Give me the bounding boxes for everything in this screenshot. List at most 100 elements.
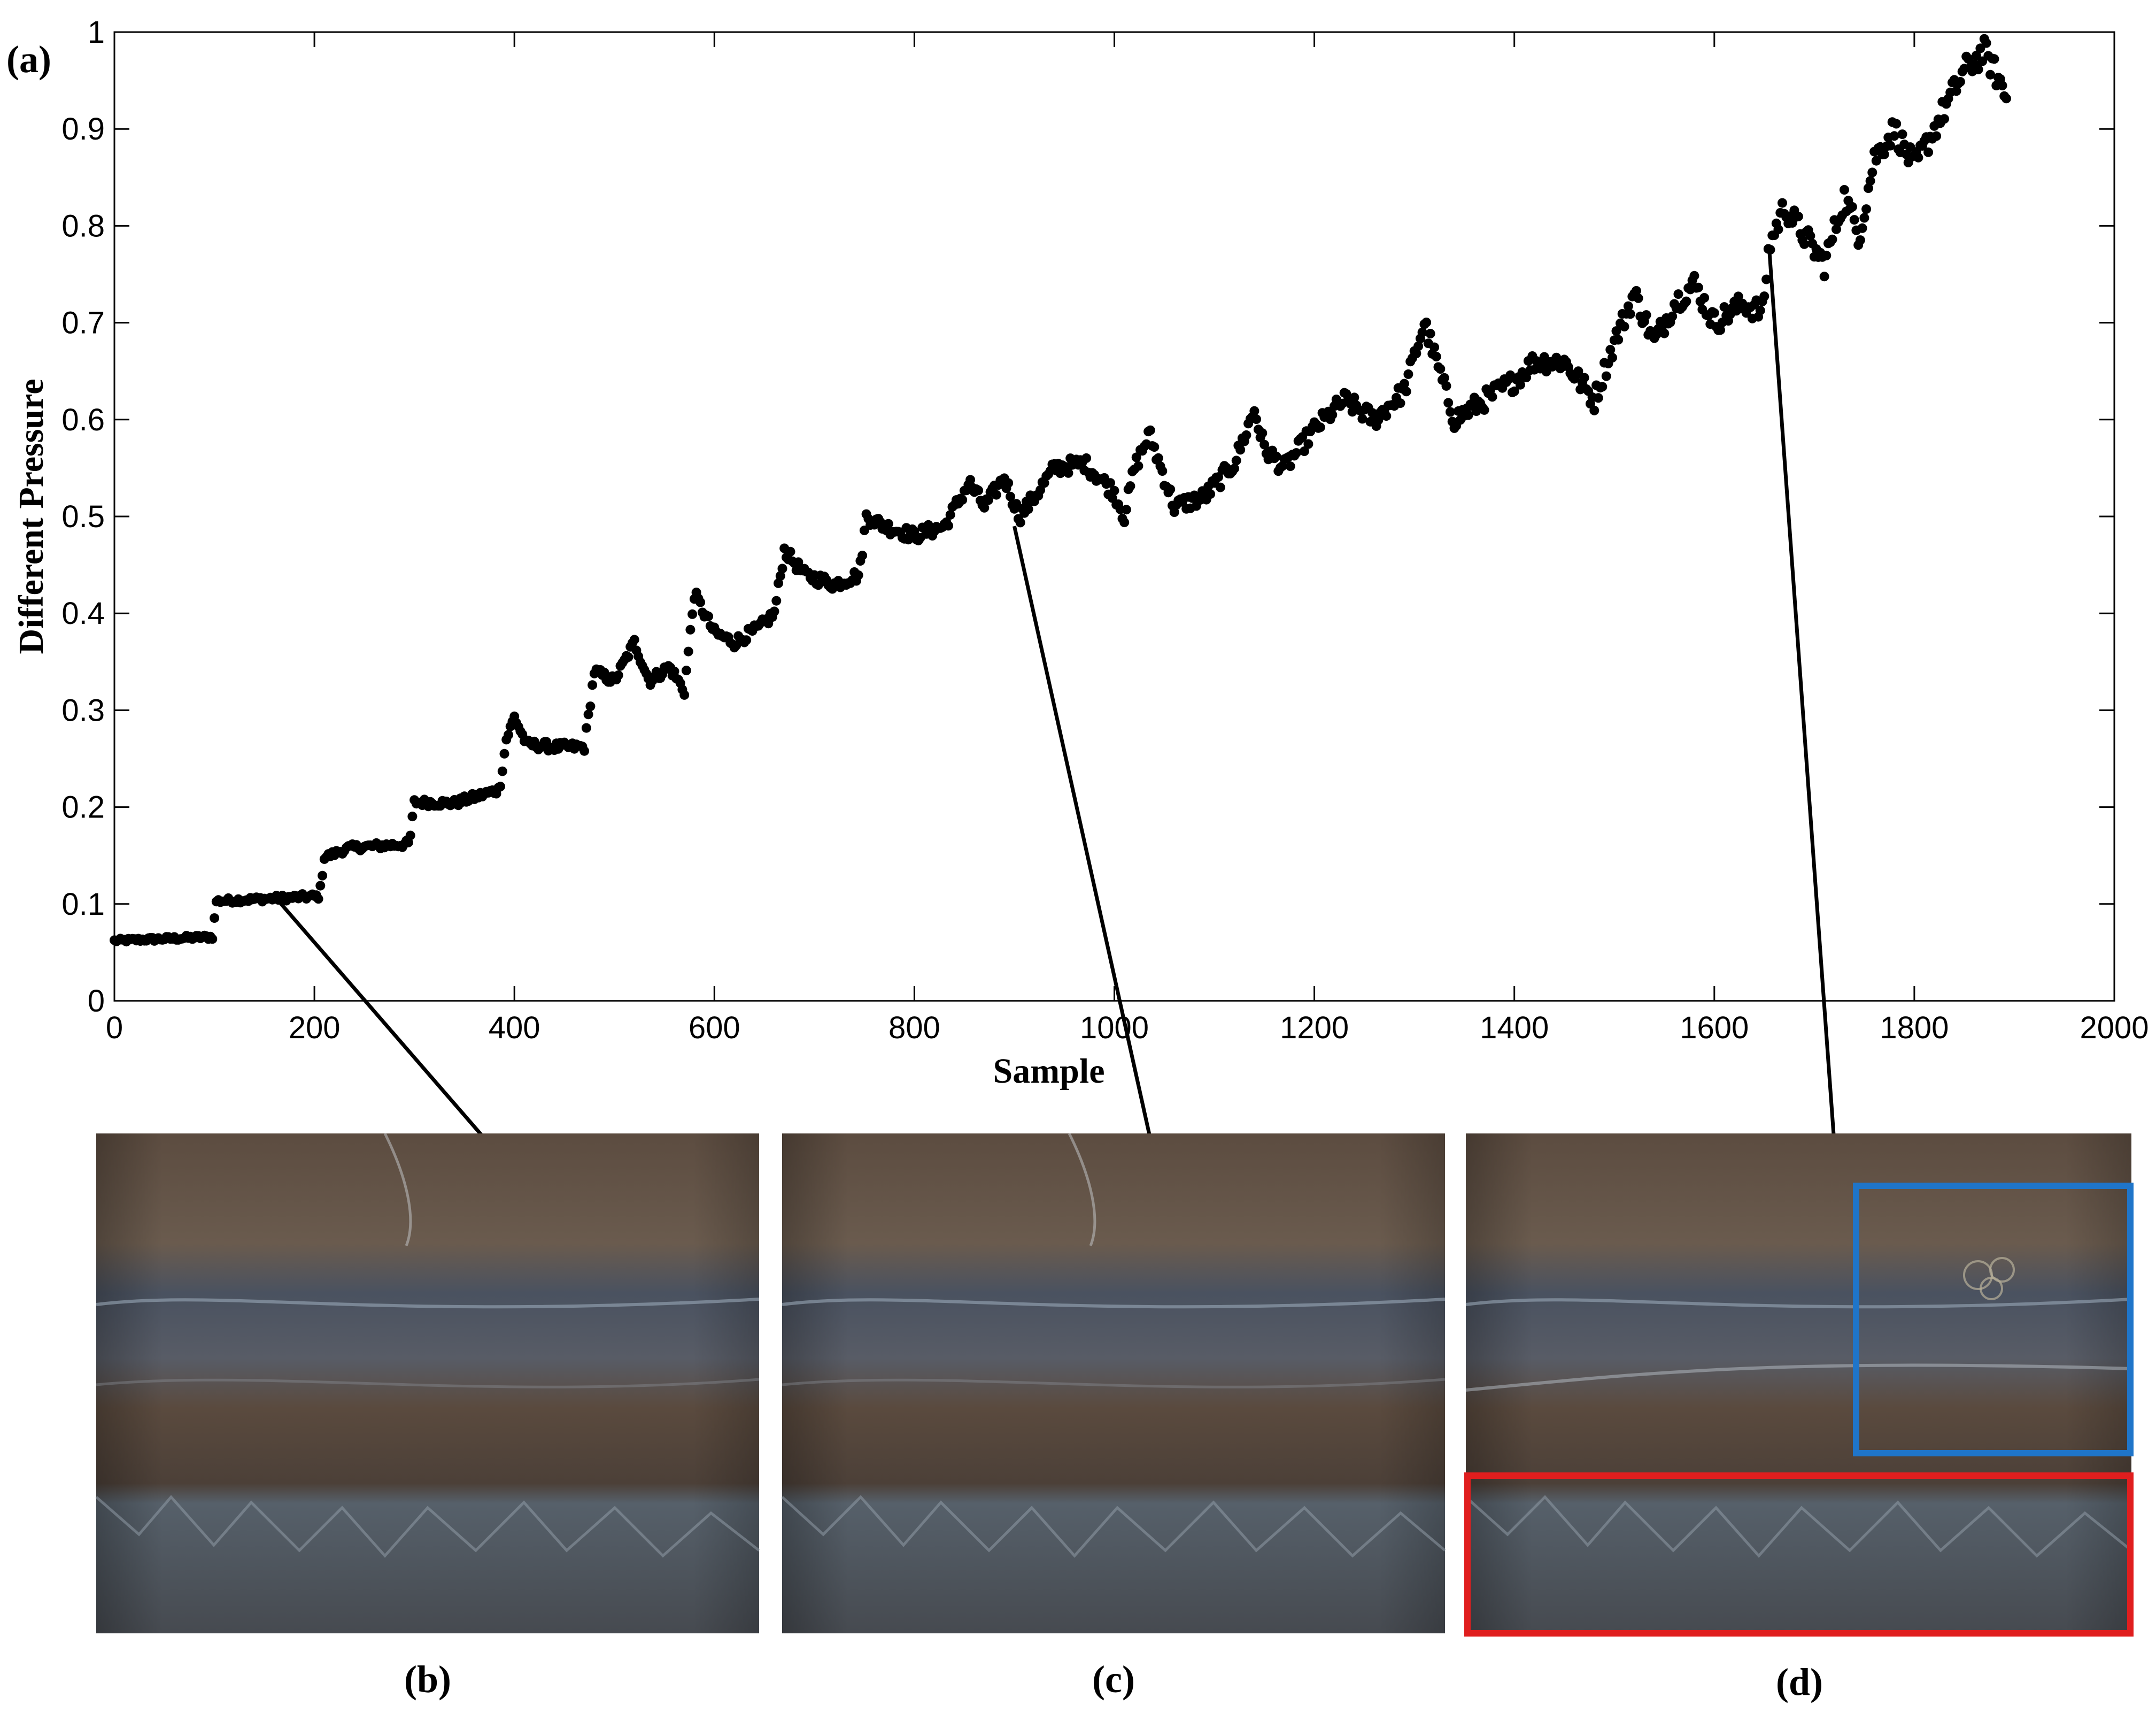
data-point (1773, 225, 1783, 235)
data-point (775, 571, 785, 581)
data-point (1693, 282, 1703, 292)
data-point (1417, 327, 1427, 337)
data-point (1241, 430, 1251, 440)
data-point (1401, 387, 1411, 397)
data-point (1857, 223, 1867, 233)
data-point (1357, 414, 1367, 424)
data-point (696, 597, 706, 607)
data-point (629, 635, 639, 645)
data-point (1205, 489, 1216, 499)
data-point (1215, 482, 1225, 492)
x-tick-label: 1600 (1680, 1010, 1749, 1045)
data-point (1867, 167, 1877, 178)
data-point (599, 667, 609, 677)
data-point (1931, 131, 1942, 141)
data-point (1411, 349, 1421, 358)
data-point (1149, 442, 1160, 452)
data-point (1515, 380, 1525, 390)
data-point (1589, 405, 1599, 415)
data-point (1971, 50, 1981, 60)
data-point (1989, 54, 1999, 64)
data-point (1821, 250, 1832, 260)
data-point (1413, 341, 1424, 351)
data-point (1133, 461, 1143, 471)
data-point (1291, 448, 1301, 458)
data-point (207, 934, 218, 944)
data-point (1619, 321, 1629, 331)
x-axis-title: Sample (993, 1052, 1104, 1091)
data-point (1303, 439, 1313, 449)
data-point (771, 596, 782, 606)
data-point (1285, 461, 1295, 472)
data-point (774, 578, 783, 588)
data-point (585, 701, 596, 712)
data-point (1121, 505, 1131, 515)
data-point (1106, 478, 1115, 488)
data-point (1487, 392, 1497, 402)
data-point (1611, 326, 1621, 336)
data-point (1431, 352, 1441, 361)
y-tick-label: 1 (88, 15, 105, 50)
data-point (1997, 81, 2007, 90)
data-point (583, 709, 593, 720)
plot-area: 0 200 400 600 800 1000 1200 1400 1600 1800 2000 0 0.… (6, 15, 2149, 1091)
data-point (1381, 411, 1392, 421)
data-point (957, 495, 968, 505)
connector-line (273, 895, 483, 1136)
data-point (1429, 342, 1440, 352)
data-point (1593, 393, 1603, 403)
data-point (909, 527, 919, 537)
data-point (496, 782, 505, 792)
data-point (1249, 406, 1259, 416)
data-point (1271, 451, 1281, 461)
x-tick-label: 1000 (1080, 1010, 1149, 1045)
x-tick-label: 200 (289, 1010, 341, 1045)
data-point (588, 680, 598, 690)
data-point (1435, 364, 1446, 374)
photo-label-d: (d) (1776, 1661, 1823, 1703)
data-point (1799, 239, 1810, 249)
data-point (1625, 309, 1635, 319)
x-tick-label: 1200 (1280, 1010, 1349, 1045)
y-tick-label: 0.3 (61, 693, 105, 728)
data-point (1119, 518, 1130, 528)
y-tick-label: 0.4 (61, 596, 105, 631)
data-point (1849, 215, 1859, 225)
y-tick-label: 0 (88, 984, 105, 1018)
data-point (853, 570, 863, 580)
data-point (1689, 271, 1699, 281)
data-point (1847, 202, 1857, 212)
data-point (623, 652, 633, 662)
data-point (1891, 119, 1902, 129)
data-point (1733, 291, 1743, 302)
data-point (1521, 373, 1532, 382)
data-point (315, 881, 326, 891)
data-point (579, 746, 590, 756)
data-point (504, 730, 513, 740)
data-point (1214, 472, 1223, 482)
data-point (1251, 414, 1262, 425)
data-point (1939, 114, 1949, 124)
data-point (1441, 381, 1451, 391)
data-point (1865, 176, 1875, 186)
data-point (769, 606, 779, 616)
connector-lines (273, 250, 1836, 1136)
data-point (2002, 94, 2011, 104)
data-point (1667, 311, 1678, 321)
data-point (687, 609, 698, 619)
data-point (1463, 410, 1473, 420)
data-point (1641, 310, 1651, 320)
data-point (1439, 373, 1449, 383)
data-point (1623, 301, 1633, 311)
data-point (1805, 231, 1815, 241)
data-point (685, 624, 696, 635)
data-point (1778, 198, 1787, 208)
data-point (1446, 407, 1455, 417)
data-point (669, 666, 679, 676)
data-point (1023, 504, 1033, 514)
data-point (407, 812, 418, 822)
data-point (1015, 518, 1025, 528)
data-point (1633, 293, 1643, 303)
data-point (1373, 415, 1384, 425)
